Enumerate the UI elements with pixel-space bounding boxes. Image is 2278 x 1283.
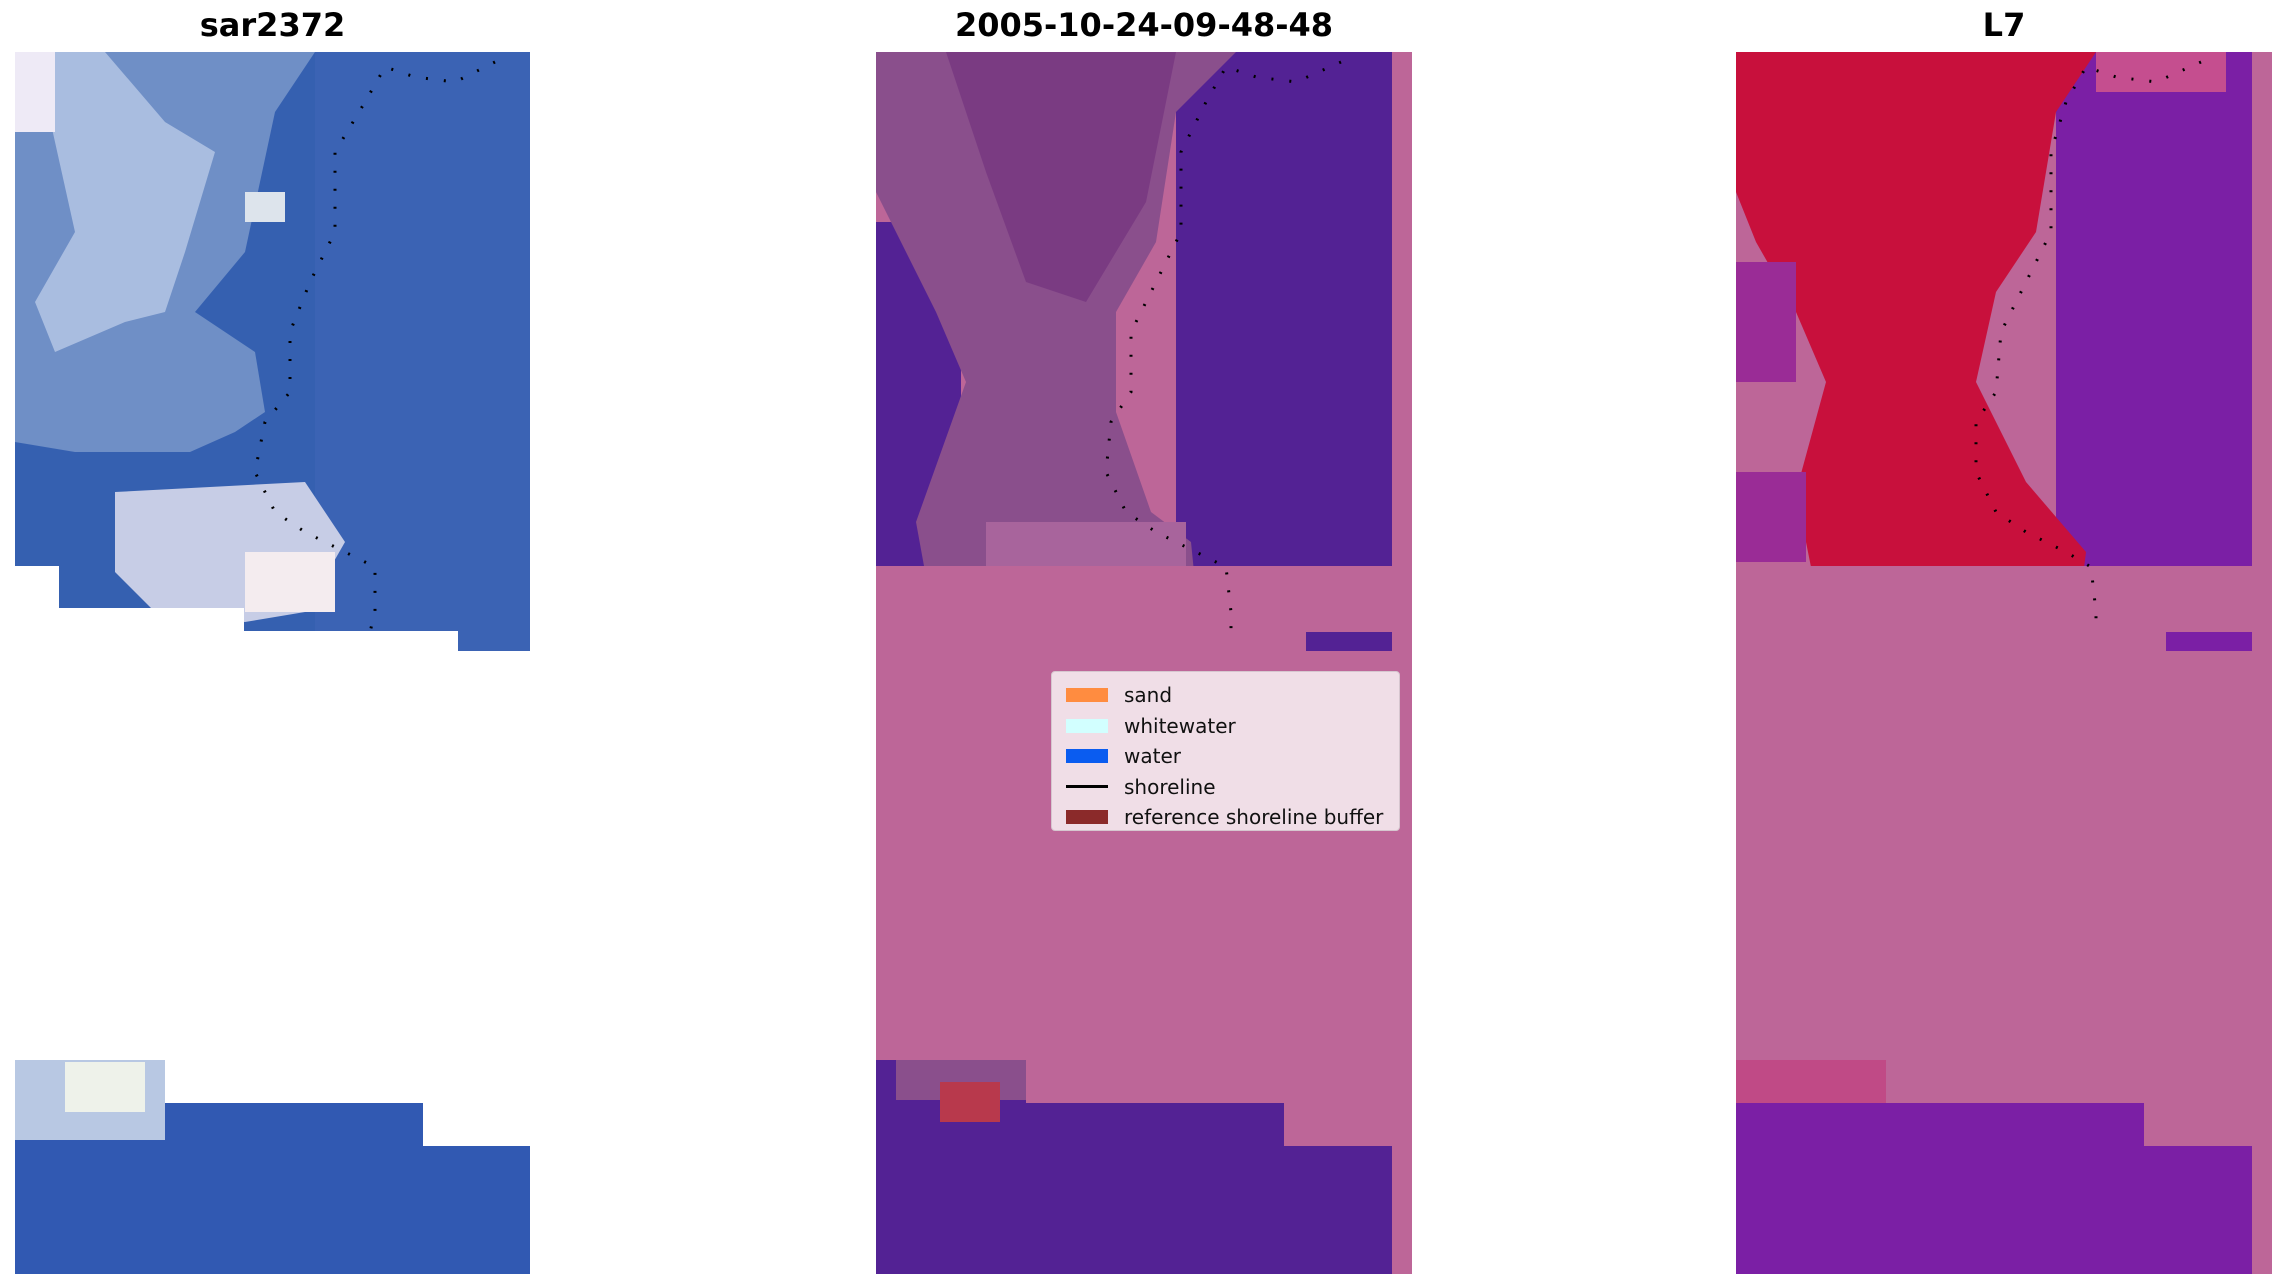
- legend: sand whitewater water shoreline referenc…: [1051, 671, 1400, 831]
- legend-line-shoreline: [1066, 785, 1108, 789]
- ndwi-purple-left: [1736, 262, 1796, 382]
- legend-item-water: water: [1060, 741, 1399, 772]
- rgb-image-panel: [15, 52, 530, 1274]
- rgb-foam-bright: [245, 192, 285, 222]
- legend-label-water: water: [1124, 744, 1181, 769]
- class-buffer-bottom: [1284, 1103, 1392, 1146]
- legend-item-reference-buffer: reference shoreline buffer: [1060, 802, 1399, 833]
- legend-swatch-whitewater: [1066, 718, 1108, 733]
- class-water-notch: [1306, 632, 1392, 651]
- legend-label-whitewater: whitewater: [1124, 713, 1236, 738]
- rgb-nodata-bottom-1: [165, 1060, 530, 1103]
- legend-label-reference-buffer: reference shoreline buffer: [1124, 805, 1384, 830]
- rgb-foam-white: [245, 552, 335, 612]
- rgb-water-right: [315, 52, 530, 651]
- rgb-nodata-2: [59, 608, 244, 651]
- rgb-foam-bottom-bright: [65, 1062, 145, 1112]
- ndwi-right-edge: [2252, 52, 2272, 1274]
- class-reference-buffer: [940, 1082, 1000, 1122]
- legend-swatch-reference-buffer: [1066, 810, 1108, 825]
- legend-label-shoreline: shoreline: [1124, 774, 1216, 799]
- classified-image-panel: [876, 52, 1412, 1274]
- panel-title-classified: 2005-10-24-09-48-48: [954, 6, 1334, 44]
- legend-swatch-water: [1066, 749, 1108, 764]
- class-right-edge: [1392, 52, 1412, 1274]
- rgb-nodata-1: [15, 566, 59, 651]
- rgb-topleft-bright: [15, 52, 55, 132]
- ndwi-purple-right: [2056, 52, 2252, 651]
- ndwi-red-land: [1736, 52, 2096, 632]
- legend-item-shoreline: shoreline: [1060, 772, 1399, 803]
- legend-swatch-sand: [1066, 688, 1108, 703]
- ndwi-purple-left-lower: [1736, 472, 1806, 562]
- rgb-nodata-bottom-2: [423, 1103, 530, 1146]
- class-water-right: [1176, 52, 1392, 651]
- rgb-foam-streak: [35, 52, 215, 352]
- legend-item-whitewater: whitewater: [1060, 711, 1399, 742]
- ndwi-image-panel: [1736, 52, 2272, 1274]
- ndwi-red-upper-right: [2096, 52, 2226, 92]
- rgb-nodata-3: [244, 631, 458, 651]
- ndwi-pink-bottom: [1736, 1060, 1886, 1103]
- ndwi-purple-notch: [2166, 632, 2252, 651]
- ndwi-buffer-bottom: [2144, 1103, 2252, 1146]
- class-land-dark: [946, 52, 1176, 302]
- panel-title-ndwi: L7: [1982, 6, 2026, 44]
- rgb-nodata-main: [15, 651, 530, 1060]
- panel-title-rgb: sar2372: [199, 6, 346, 44]
- legend-item-sand: sand: [1060, 680, 1399, 711]
- legend-label-sand: sand: [1124, 683, 1173, 708]
